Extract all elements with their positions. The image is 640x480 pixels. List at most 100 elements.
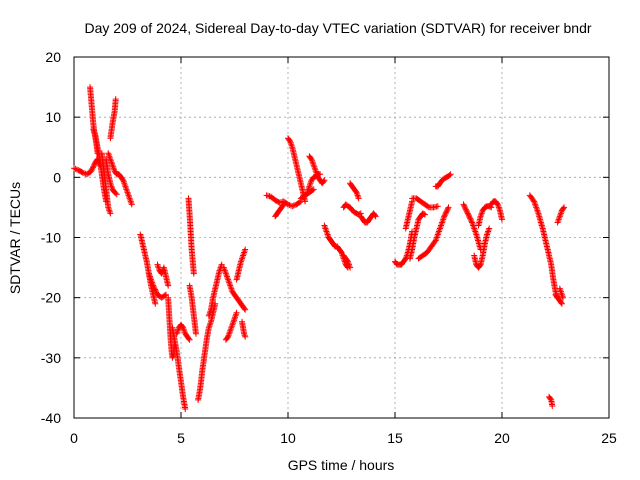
data-point-seg23 (280, 201, 287, 208)
data-point-seg37 (443, 208, 450, 215)
data-point-seg35 (434, 203, 441, 210)
data-point-seg9 (153, 289, 160, 296)
data-point-seg46 (561, 204, 568, 211)
data-point-seg39 (461, 202, 468, 209)
data-point-seg26 (321, 177, 328, 184)
data-point-seg9 (151, 285, 158, 292)
x-tick-label: 15 (387, 430, 403, 446)
data-point-seg18 (241, 305, 248, 312)
data-point-seg7 (128, 199, 135, 206)
data-point-seg47 (549, 403, 556, 409)
data-point-seg42 (499, 216, 505, 223)
data-points (71, 84, 568, 412)
data-point-seg5 (113, 191, 120, 198)
data-point-seg1 (90, 163, 97, 170)
data-point-seg1 (88, 168, 95, 175)
data-point-seg37 (443, 209, 450, 216)
data-point-seg42 (496, 205, 503, 212)
data-point-seg16 (207, 320, 214, 327)
chart-title: Day 209 of 2024, Sidereal Day-to-day VTE… (84, 20, 591, 36)
data-point-seg37 (431, 238, 438, 245)
y-tick-label: 10 (45, 109, 61, 125)
data-point-seg15 (193, 330, 199, 337)
data-point-seg8 (152, 300, 159, 307)
data-point-seg26 (320, 178, 327, 185)
data-point-seg4 (107, 210, 114, 217)
data-point-seg5 (112, 190, 119, 197)
data-point-seg25 (310, 186, 317, 193)
data-point-seg6 (112, 96, 119, 103)
data-point-seg13 (179, 323, 186, 330)
y-tick-label: -40 (41, 410, 61, 426)
data-point-seg38 (446, 172, 453, 179)
x-tick-label: 0 (70, 430, 78, 446)
data-point-seg39 (465, 211, 472, 218)
data-point-seg9 (161, 292, 168, 299)
data-point-seg23 (280, 202, 286, 209)
data-point-seg39 (464, 209, 471, 216)
data-point-seg37 (445, 204, 452, 211)
data-point-seg36 (422, 211, 428, 218)
data-point-seg1 (88, 167, 95, 173)
data-point-seg37 (442, 210, 449, 217)
data-point-seg19 (233, 309, 240, 316)
data-point-seg3 (91, 129, 98, 136)
data-point-seg22 (290, 202, 297, 209)
data-point-seg9 (152, 286, 158, 293)
data-point-seg39 (460, 201, 467, 208)
data-point-seg13 (185, 335, 192, 342)
data-point-seg16 (205, 324, 212, 331)
data-point-seg7 (128, 201, 135, 208)
data-point-seg24 (302, 198, 309, 205)
y-tick-label: 0 (53, 169, 61, 185)
data-point-seg37 (444, 207, 451, 213)
data-point-seg39 (467, 216, 474, 223)
data-point-seg38 (447, 171, 454, 178)
data-point-seg14 (190, 270, 197, 277)
x-tick-label: 25 (601, 430, 617, 446)
x-tick-label: 20 (494, 430, 510, 446)
data-point-seg9 (150, 282, 157, 289)
data-point-seg10 (165, 282, 172, 289)
data-point-seg45 (560, 294, 566, 301)
data-point-seg21 (242, 333, 249, 340)
data-point-seg29 (347, 264, 354, 271)
data-point-seg18 (242, 306, 249, 313)
data-point-seg39 (467, 215, 474, 222)
data-point-seg27 (317, 171, 324, 178)
data-point-seg21 (241, 330, 248, 337)
axis-ticks (73, 56, 610, 419)
y-tick-label: -30 (41, 350, 61, 366)
data-point-seg20 (242, 246, 249, 253)
data-point-seg39 (466, 214, 473, 221)
data-point-seg9 (150, 283, 157, 290)
x-axis-title: GPS time / hours (288, 457, 395, 473)
data-point-seg13 (186, 336, 193, 343)
data-point-seg39 (462, 205, 469, 212)
data-point-seg39 (466, 213, 472, 219)
y-tick-label: -10 (41, 230, 61, 246)
data-point-seg1 (91, 161, 98, 168)
data-point-seg31 (372, 212, 378, 219)
data-point-seg25 (309, 187, 316, 194)
data-point-seg39 (464, 210, 471, 217)
data-point-seg32 (355, 195, 362, 202)
data-point-seg31 (372, 213, 379, 220)
y-tick-labels: -40 -30 -20 -10 0 10 20 (41, 49, 61, 426)
data-point-seg22 (289, 203, 296, 210)
data-point-seg44 (558, 299, 565, 306)
data-point-seg12 (182, 406, 189, 412)
x-tick-label: 10 (280, 430, 296, 446)
grid-lines (74, 57, 609, 418)
data-point-seg46 (560, 205, 567, 212)
data-point-seg37 (441, 212, 448, 219)
data-point-seg36 (420, 211, 427, 217)
data-point-seg22 (296, 199, 303, 206)
data-point-seg44 (558, 300, 565, 307)
y-tick-label: -20 (41, 290, 61, 306)
x-tick-labels: 0 5 10 15 20 25 (70, 430, 617, 446)
data-point-seg39 (468, 218, 475, 225)
y-axis-title: SDTVAR / TECUs (7, 182, 23, 294)
data-point-seg1 (71, 165, 77, 172)
